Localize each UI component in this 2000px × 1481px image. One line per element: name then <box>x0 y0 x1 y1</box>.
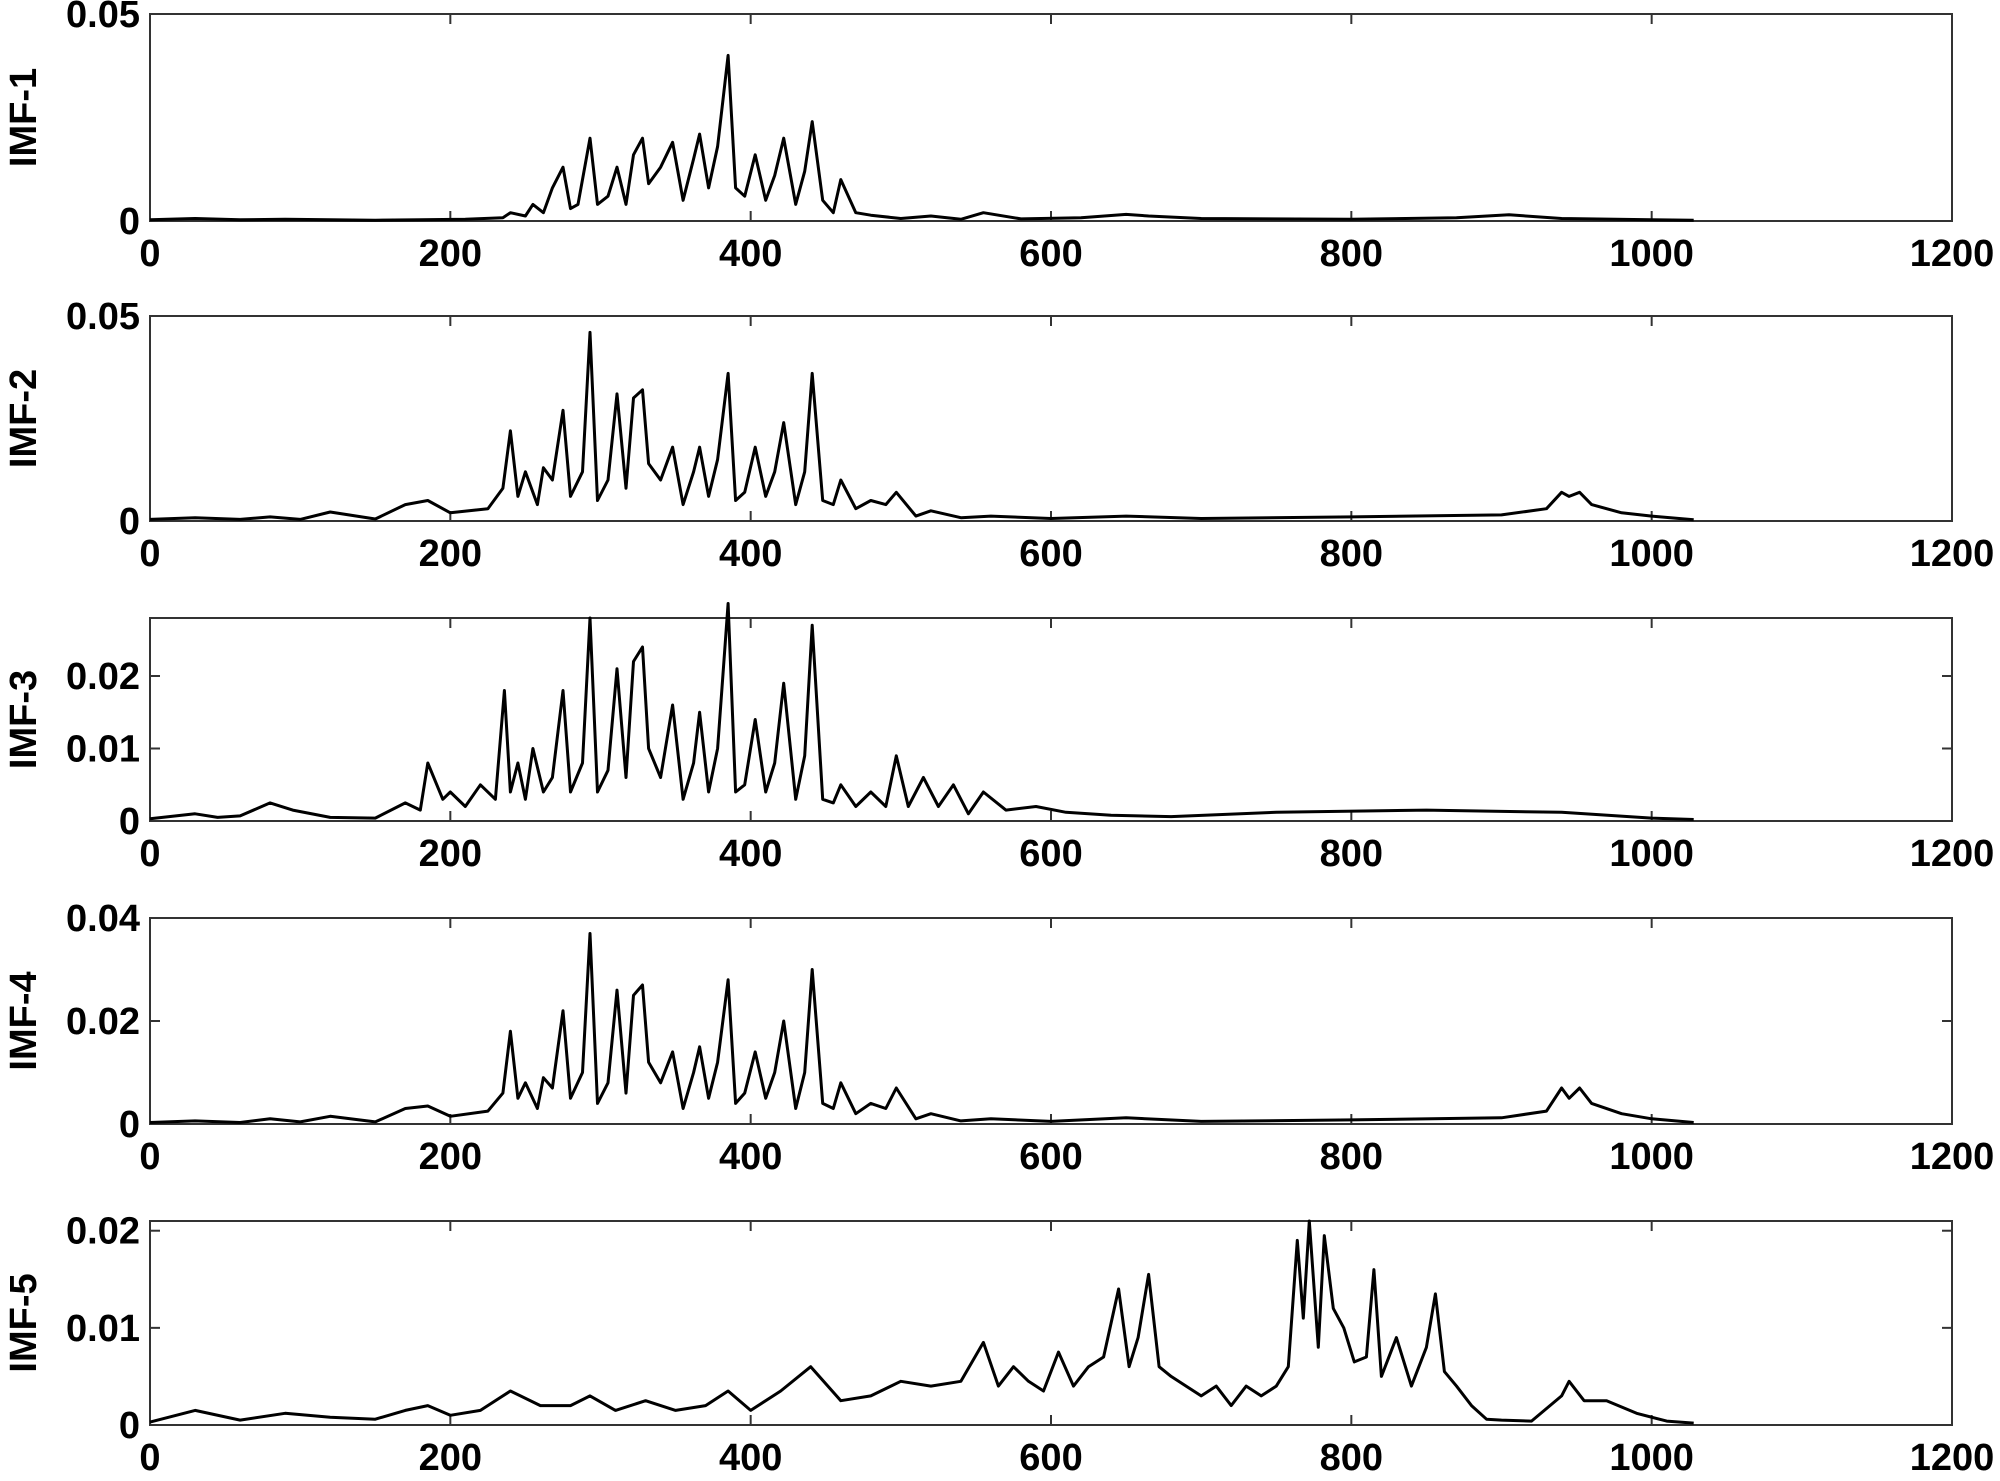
x-tick-label: 200 <box>419 533 482 575</box>
x-tick-label: 0 <box>139 1437 160 1479</box>
y-tick-label: 0 <box>119 801 140 843</box>
panel-2-series-line <box>149 330 1694 522</box>
y-tick-label: 0 <box>119 1104 140 1146</box>
x-tick-label: 1000 <box>1609 833 1694 875</box>
x-tick-label: 1200 <box>1910 833 1995 875</box>
panel-3-ylabel: IMF-3 <box>3 670 45 769</box>
x-tick-label: 0 <box>139 1136 160 1178</box>
y-tick-label: 0.05 <box>66 296 140 338</box>
x-tick-label: 200 <box>419 1136 482 1178</box>
x-tick-label: 200 <box>419 233 482 275</box>
x-tick-label: 800 <box>1320 833 1383 875</box>
y-tick-label: 0 <box>119 201 140 243</box>
panel-5-series-line <box>149 1219 1694 1425</box>
panel-4-series-line <box>149 932 1694 1124</box>
x-tick-label: 400 <box>719 533 782 575</box>
x-tick-label: 1000 <box>1609 233 1694 275</box>
x-tick-label: 800 <box>1320 1136 1383 1178</box>
x-tick-label: 0 <box>139 833 160 875</box>
y-tick-label: 0.02 <box>66 656 140 698</box>
panel-4-ylabel: IMF-4 <box>3 971 45 1070</box>
x-tick-label: 600 <box>1019 833 1082 875</box>
panel-2-ylabel: IMF-2 <box>3 369 45 468</box>
x-tick-label: 1000 <box>1609 1437 1694 1479</box>
y-tick-label: 0.02 <box>66 1001 140 1043</box>
x-tick-label: 600 <box>1019 1437 1082 1479</box>
x-tick-label: 800 <box>1320 533 1383 575</box>
x-tick-label: 1200 <box>1910 1136 1995 1178</box>
x-tick-label: 400 <box>719 833 782 875</box>
x-tick-label: 200 <box>419 833 482 875</box>
panel-4: 0 200 400 600 800 1000 1200 0 0.02 0.04 IMF-4 <box>3 898 1994 1178</box>
panel-1-ylabel: IMF-1 <box>3 68 45 167</box>
y-tick-label: 0 <box>119 1405 140 1447</box>
x-tick-label: 1200 <box>1910 533 1995 575</box>
panel-1-series-line <box>149 53 1694 222</box>
x-tick-label: 600 <box>1019 533 1082 575</box>
x-tick-label: 400 <box>719 233 782 275</box>
y-tick-label: 0.01 <box>66 1308 140 1350</box>
panel-3-series-line <box>149 602 1694 821</box>
panel-2: 0 200 400 600 800 1000 1200 0 0.05 IMF-2 <box>3 296 1994 575</box>
panel-5-ylabel: IMF-5 <box>3 1273 45 1372</box>
x-tick-label: 400 <box>719 1136 782 1178</box>
x-tick-label: 400 <box>719 1437 782 1479</box>
y-tick-label: 0.01 <box>66 729 140 771</box>
x-tick-label: 1200 <box>1910 233 1995 275</box>
x-tick-label: 1000 <box>1609 533 1694 575</box>
x-tick-label: 0 <box>139 533 160 575</box>
x-tick-label: 600 <box>1019 1136 1082 1178</box>
panel-1: 0 200 400 600 800 1000 1200 0 0.05 IMF-1 <box>3 0 1994 275</box>
y-tick-label: 0.02 <box>66 1211 140 1253</box>
x-tick-label: 600 <box>1019 233 1082 275</box>
y-tick-label: 0.05 <box>66 0 140 36</box>
x-tick-label: 800 <box>1320 1437 1383 1479</box>
y-tick-label: 0 <box>119 501 140 543</box>
x-tick-label: 800 <box>1320 233 1383 275</box>
x-tick-label: 200 <box>419 1437 482 1479</box>
x-tick-label: 1200 <box>1910 1437 1995 1479</box>
y-tick-label: 0.04 <box>66 898 140 940</box>
x-tick-label: 1000 <box>1609 1136 1694 1178</box>
x-tick-label: 0 <box>139 233 160 275</box>
panel-3: 0 200 400 600 800 1000 1200 0 0.01 0.02 IMF-3 <box>3 602 1995 875</box>
panel-5: 0 200 400 600 800 1000 1200 0 0.01 0.02 IMF-5 <box>3 1211 1994 1479</box>
